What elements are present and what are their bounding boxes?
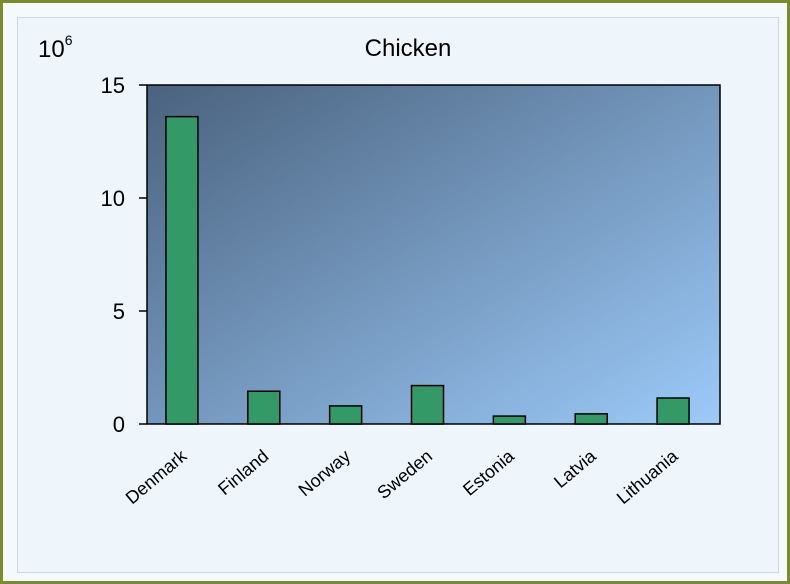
x-tick-label: Denmark <box>122 445 192 508</box>
y-axis-unit-base: 10 <box>38 36 65 63</box>
x-tick-label: Norway <box>295 446 355 501</box>
y-tick-label: 5 <box>113 299 125 324</box>
plot-area <box>146 84 721 425</box>
chart-title: Chicken <box>365 35 452 62</box>
y-axis-unit: 106 <box>38 32 73 63</box>
x-tick-label: Lithuania <box>613 445 683 508</box>
y-axis-unit-exponent: 6 <box>65 32 73 48</box>
bar-norway <box>328 405 363 425</box>
x-tick-label: Latvia <box>550 445 600 492</box>
bars <box>165 115 690 425</box>
bar-denmark <box>165 115 199 425</box>
x-axis: Denmark Finland Norway Sweden Estonia Latvia L… <box>122 445 683 508</box>
bar-lithuania <box>656 397 690 425</box>
bar-estonia <box>492 415 527 425</box>
y-tick-label: 0 <box>113 412 125 437</box>
y-tick-label: 15 <box>101 73 125 98</box>
bar-latvia <box>574 413 608 425</box>
x-tick-label: Sweden <box>373 446 436 503</box>
bar-sweden <box>410 384 445 425</box>
x-tick-label: Estonia <box>459 445 519 500</box>
y-tick-label: 10 <box>101 186 125 211</box>
bar-finland <box>247 390 281 425</box>
y-axis: 0 5 10 15 <box>101 73 147 437</box>
x-tick-label: Finland <box>214 446 272 499</box>
